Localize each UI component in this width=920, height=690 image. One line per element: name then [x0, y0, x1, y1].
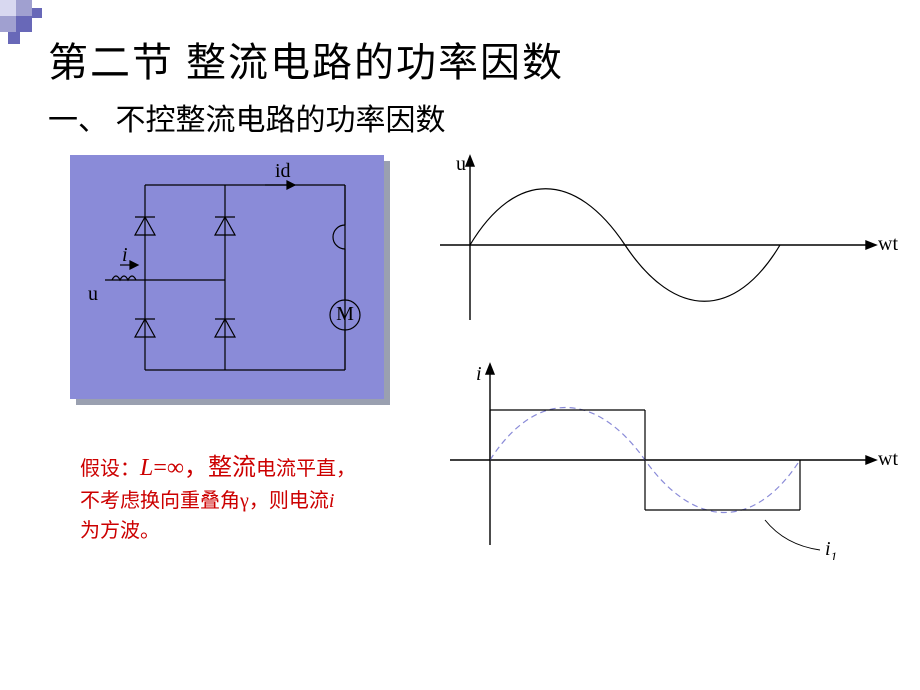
slide-title: 第二节 整流电路的功率因数	[48, 30, 564, 88]
circuit-diagram: id i u M	[70, 155, 390, 405]
voltage-graph: u wt	[430, 150, 900, 330]
circuit-svg: id i u M	[70, 155, 384, 399]
assumption-eq: =∞，	[153, 455, 208, 481]
assumption-text: 假设：L=∞，整流电流平直， 不考虑换向重叠角γ，则电流i 为方波。	[80, 450, 440, 546]
assumption-r3: 为方波。	[80, 520, 160, 542]
slide-subtitle: 一、 不控整流电路的功率因数	[48, 95, 446, 139]
wt-axis-label-i: wt	[878, 448, 898, 470]
i-axis-label: i	[476, 363, 482, 385]
slide: 第二节 整流电路的功率因数 一、 不控整流电路的功率因数	[0, 0, 920, 690]
assumption-r1: 电流平直，	[256, 458, 356, 480]
assumption-prefix: 假设：	[80, 458, 140, 480]
assumption-i: i	[329, 490, 335, 512]
current-graph: i wt i1	[430, 360, 900, 560]
i1-label: i1	[825, 538, 837, 560]
assumption-r2: 不考虑换向重叠角γ，则电流	[80, 490, 329, 512]
label-u: u	[88, 283, 98, 305]
label-motor: M	[336, 303, 354, 325]
label-id: id	[275, 160, 291, 182]
label-i: i	[122, 244, 128, 266]
wt-axis-label-u: wt	[878, 233, 898, 255]
assumption-L: L	[140, 455, 153, 481]
u-axis-label: u	[456, 153, 466, 175]
corner-decoration	[0, 0, 48, 48]
assumption-rect: 整流	[208, 455, 256, 481]
